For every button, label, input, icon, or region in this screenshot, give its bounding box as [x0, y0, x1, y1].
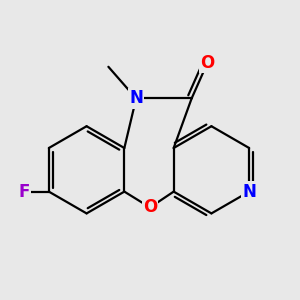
Text: F: F [19, 183, 30, 201]
Text: O: O [200, 54, 214, 72]
Text: O: O [143, 199, 157, 217]
Text: N: N [242, 183, 256, 201]
Text: N: N [129, 89, 143, 107]
